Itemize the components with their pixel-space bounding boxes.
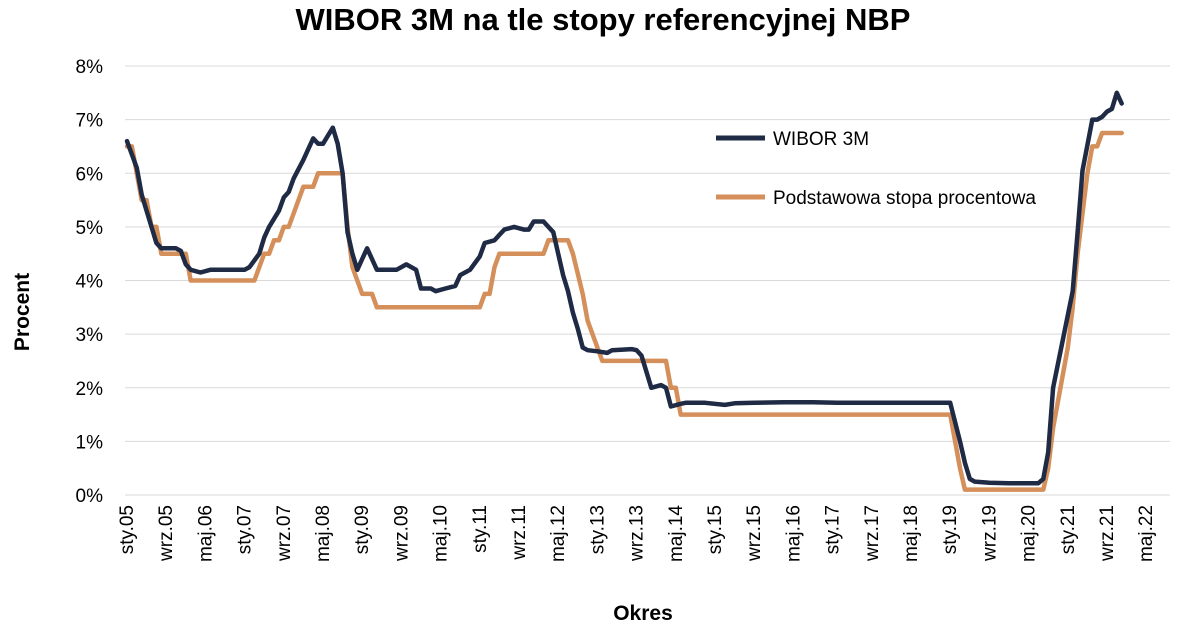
x-tick-label: sty.19 [940,505,961,554]
x-tick-label: maj.18 [901,505,922,562]
x-axis-title: Okres [613,602,673,625]
series-lines [124,90,1124,492]
x-tick-label: sty.09 [352,505,373,554]
legend: WIBOR 3M Podstawowa stopa procentowa [716,129,1036,209]
x-tick-label: maj.16 [783,505,804,562]
y-tick-label: 2% [76,379,104,400]
y-tick-label: 1% [76,432,104,453]
x-tick-label: wrz.11 [509,505,530,561]
x-tick-label: wrz.09 [391,505,412,562]
x-tick-label: sty.11 [470,505,491,553]
y-tick-label: 0% [76,486,104,507]
series-line-wibor [124,90,1124,486]
x-tick-label: maj.14 [666,505,687,562]
y-tick-label: 6% [76,164,104,185]
x-axis-ticks: sty.05 wrz.05 maj.06 sty.07 wrz.07 maj.08 sty.… [117,505,1157,562]
x-tick-label: maj.08 [313,505,334,562]
x-tick-label: maj.10 [431,505,452,562]
x-tick-label: wrz.15 [744,505,765,562]
grid [125,65,1170,496]
x-tick-label: wrz.21 [1097,505,1118,562]
chart-title: WIBOR 3M na tle stopy referencyjnej NBP [296,2,911,37]
y-tick-label: 4% [76,272,104,293]
x-tick-label: maj.22 [1136,505,1157,562]
x-tick-label: sty.05 [117,505,138,554]
y-tick-label: 3% [76,325,104,346]
x-tick-label: wrz.19 [979,505,1000,562]
legend-label-stopa: Podstawowa stopa procentowa [773,188,1036,209]
y-axis-ticks: 0% 1% 2% 3% 4% 5% 6% 7% 8% [76,57,104,507]
x-tick-label: wrz.17 [862,505,883,562]
y-axis-title: Procent [11,273,34,351]
x-tick-label: sty.07 [235,505,256,554]
x-tick-label: sty.21 [1058,505,1079,554]
x-tick-label: wrz.13 [627,505,648,562]
x-tick-label: wrz.05 [156,505,177,562]
y-tick-label: 7% [76,111,104,132]
series-line-stopa [124,130,1124,492]
x-tick-label: maj.12 [548,505,569,562]
x-tick-label: maj.20 [1019,505,1040,562]
x-tick-label: sty.13 [587,505,608,554]
y-tick-label: 8% [76,57,104,78]
x-tick-label: maj.06 [195,505,216,562]
y-tick-label: 5% [76,218,104,239]
x-tick-label: sty.15 [705,505,726,554]
x-tick-label: sty.17 [823,505,844,554]
legend-label-wibor: WIBOR 3M [773,129,869,150]
x-tick-label: wrz.07 [274,505,295,562]
